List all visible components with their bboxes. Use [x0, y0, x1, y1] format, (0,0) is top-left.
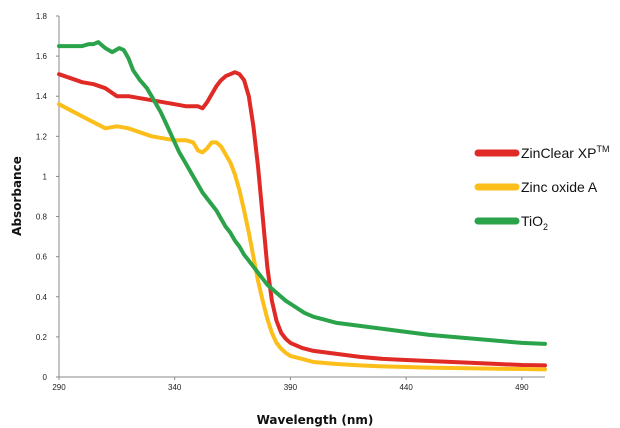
x-tick-label: 290	[52, 383, 66, 392]
series-layer	[57, 40, 547, 372]
y-tick-label: 1.8	[36, 12, 48, 21]
x-tick-label: 440	[399, 383, 413, 392]
y-axis-title: Absorbance	[10, 156, 24, 236]
y-tick-label: 1.4	[36, 92, 48, 101]
legend-label-subscript: 2	[543, 222, 548, 232]
y-tick-label: 1	[43, 172, 48, 181]
legend: ZinClear XPTM Zinc oxide A TiO2	[474, 144, 609, 232]
legend-label: ZinClear XPTM	[521, 144, 609, 161]
y-tick-label: 0.8	[36, 213, 48, 222]
series-line	[57, 40, 547, 346]
x-axis-title: Wavelength (nm)	[257, 413, 374, 427]
y-tick-label: 1.2	[36, 132, 48, 141]
legend-label-superscript: TM	[596, 144, 609, 154]
y-tick-label: 0.6	[36, 253, 48, 262]
y-tick-label: 0.4	[36, 293, 48, 302]
y-tick-label: 0.2	[36, 333, 48, 342]
x-tick-label: 390	[284, 383, 298, 392]
x-tick-label: 340	[168, 383, 182, 392]
axes: 0 0.2 0.4 0.6 0.8 1 1.2 1.4 1.6 1.8 290 340 390 440 49…	[36, 12, 545, 392]
series-line	[57, 70, 547, 368]
legend-label: Zinc oxide A	[521, 179, 598, 195]
series-line	[57, 102, 547, 372]
y-tick-label: 1.6	[36, 52, 48, 61]
x-tick-label: 490	[515, 383, 529, 392]
y-tick-label: 0	[43, 373, 48, 382]
legend-label: TiO2	[521, 213, 548, 232]
